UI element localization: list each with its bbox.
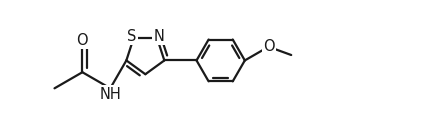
Text: N: N xyxy=(153,29,164,44)
Text: O: O xyxy=(76,33,88,47)
Text: S: S xyxy=(127,29,137,44)
Text: O: O xyxy=(263,39,274,54)
Text: NH: NH xyxy=(99,87,121,102)
